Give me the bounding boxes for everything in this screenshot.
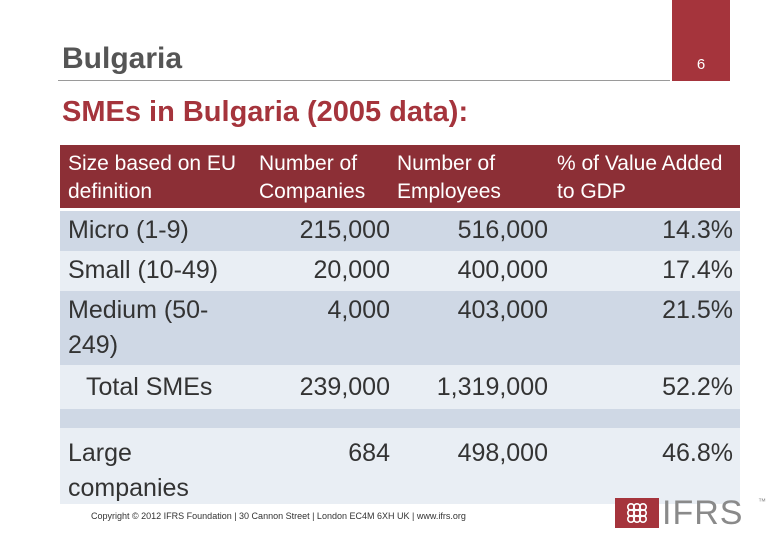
trademark-symbol: ™ bbox=[758, 497, 766, 506]
table-row: Large companies 684 498,000 46.8% bbox=[60, 428, 740, 504]
header-size: Size based on EU definition bbox=[68, 152, 237, 203]
cell-gdp: 52.2% bbox=[662, 373, 733, 401]
cell-employees: 400,000 bbox=[457, 256, 548, 284]
table-row: Micro (1-9) 215,000 516,000 14.3% bbox=[60, 211, 740, 251]
header-gdp: % of Value Added to GDP bbox=[557, 152, 723, 203]
page-number: 6 bbox=[696, 56, 706, 73]
table-row: Medium (50-249) 4,000 403,000 21.5% bbox=[60, 291, 740, 365]
header-employees: Number of Employees bbox=[397, 152, 501, 203]
cell-size: Total SMEs bbox=[86, 373, 213, 401]
cell-employees: 403,000 bbox=[457, 296, 548, 324]
cell-employees: 516,000 bbox=[457, 216, 548, 244]
table-gap bbox=[60, 208, 740, 211]
cell-companies: 684 bbox=[348, 439, 390, 467]
page-number-tab: 6 bbox=[672, 0, 730, 81]
cell-gdp: 14.3% bbox=[662, 216, 733, 244]
cell-employees: 1,319,000 bbox=[436, 373, 548, 401]
cell-companies: 239,000 bbox=[299, 373, 390, 401]
cell-companies: 215,000 bbox=[299, 216, 390, 244]
cell-employees: 498,000 bbox=[457, 439, 548, 467]
header-companies: Number of Companies bbox=[259, 152, 366, 203]
cell-size: Large companies bbox=[68, 439, 189, 502]
cell-gdp: 46.8% bbox=[662, 439, 733, 467]
cell-gdp: 21.5% bbox=[662, 296, 733, 324]
footer-copyright: Copyright © 2012 IFRS Foundation | 30 Ca… bbox=[91, 511, 466, 521]
cell-size: Micro (1-9) bbox=[68, 216, 189, 244]
header-divider bbox=[58, 80, 670, 81]
slide-title: SMEs in Bulgaria (2005 data): bbox=[62, 96, 469, 128]
table-header-row: Size based on EU definition Number of Co… bbox=[60, 145, 740, 208]
header-title: Bulgaria bbox=[62, 42, 183, 75]
table-row: Small (10-49) 20,000 400,000 17.4% bbox=[60, 251, 740, 291]
cell-companies: 20,000 bbox=[313, 256, 390, 284]
cell-size: Medium (50-249) bbox=[68, 296, 209, 359]
cell-gdp: 17.4% bbox=[662, 256, 733, 284]
ifrs-logo-text: IFRS bbox=[662, 494, 744, 532]
table-row-total: Total SMEs 239,000 1,319,000 52.2% bbox=[60, 365, 740, 409]
cell-size: Small (10-49) bbox=[68, 256, 219, 284]
ifrs-logo-icon bbox=[615, 498, 659, 528]
cell-companies: 4,000 bbox=[327, 296, 390, 324]
sme-table: Size based on EU definition Number of Co… bbox=[60, 145, 740, 504]
table-spacer-row bbox=[60, 409, 740, 428]
